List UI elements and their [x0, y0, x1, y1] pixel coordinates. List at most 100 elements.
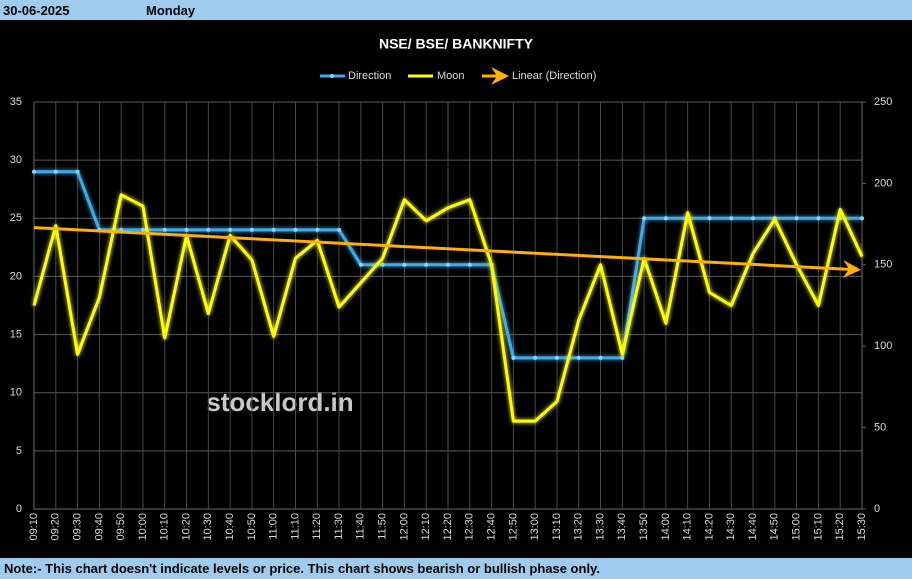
- y-tick-label: 25: [10, 212, 22, 224]
- x-tick-label: 15:30: [856, 513, 868, 541]
- series-line: [32, 193, 864, 423]
- point-marker: [75, 169, 80, 174]
- y-tick-label: 0: [16, 503, 22, 515]
- point-marker: [729, 216, 734, 221]
- x-tick-label: 10:10: [159, 513, 171, 541]
- point-marker: [511, 355, 516, 360]
- x-tick-label: 10:00: [137, 513, 149, 541]
- point-marker: [446, 262, 450, 267]
- x-tick-label: 11:50: [377, 513, 389, 540]
- x-tick-label: 10:20: [180, 513, 192, 541]
- note-bar: Note:- This chart doesn't indicate level…: [0, 558, 912, 579]
- x-tick-label: 11:40: [355, 513, 367, 540]
- x-tick-label: 09:30: [71, 513, 83, 541]
- x-tick-label: 13:20: [573, 513, 585, 541]
- x-tick-label: 10:40: [224, 513, 236, 541]
- point-marker: [249, 227, 254, 232]
- x-tick-label: 10:30: [202, 513, 214, 541]
- y2-tick-label: 200: [874, 177, 892, 189]
- point-marker: [53, 169, 58, 174]
- x-tick-label: 14:00: [660, 513, 672, 541]
- point-marker: [816, 216, 821, 221]
- x-tick-label: 12:30: [464, 513, 476, 541]
- x-tick-label: 10:50: [246, 513, 258, 541]
- x-tick-label: 11:10: [289, 513, 301, 540]
- x-tick-label: 12:20: [442, 513, 454, 541]
- chart: NSE/ BSE/ BANKNIFTY stocklord.in 0 5 10 15 2…: [10, 36, 893, 541]
- point-marker: [228, 227, 233, 232]
- x-tick-label: 11:20: [311, 513, 323, 540]
- point-marker: [337, 227, 342, 232]
- x-tick-label: 13:40: [616, 513, 628, 541]
- point-marker: [554, 355, 559, 360]
- x-tick-label: 14:40: [747, 513, 759, 541]
- point-marker: [206, 227, 211, 232]
- point-marker: [860, 216, 864, 221]
- legend-label: Direction: [348, 70, 391, 82]
- trend-line: [33, 226, 861, 278]
- y-tick-label: 10: [10, 387, 22, 399]
- x-tick-label: 14:30: [725, 513, 737, 541]
- x-tick-label: 09:20: [50, 513, 62, 541]
- y2-tick-label: 50: [874, 422, 886, 434]
- header-bar: 30-06-2025 Monday: [0, 0, 912, 20]
- point-marker: [380, 262, 385, 267]
- x-tick-label: 11:30: [333, 513, 345, 540]
- x-tick-label: 15:20: [834, 513, 846, 541]
- date: 30-06-2025: [3, 3, 70, 18]
- point-marker: [402, 262, 407, 267]
- point-marker: [794, 216, 799, 221]
- point-marker: [271, 227, 276, 232]
- point-marker: [598, 355, 603, 360]
- point-marker: [424, 262, 429, 267]
- point-marker: [293, 227, 298, 232]
- day: Monday: [146, 3, 196, 18]
- point-marker: [32, 169, 36, 174]
- point-marker: [533, 355, 538, 360]
- point-marker: [140, 227, 145, 232]
- point-marker: [162, 227, 167, 232]
- x-tick-label: 09:40: [93, 513, 105, 541]
- y-tick-label: 5: [16, 445, 22, 457]
- x-tick-label: 15:10: [812, 513, 824, 541]
- x-tick-label: 12:40: [485, 513, 497, 541]
- point-marker: [576, 355, 581, 360]
- point-marker: [642, 216, 647, 221]
- legend-label: Linear (Direction): [512, 70, 596, 82]
- x-tick-label: 12:10: [420, 513, 432, 541]
- x-tick-label: 15:00: [791, 513, 803, 541]
- y-tick-label: 30: [10, 154, 22, 166]
- watermark: stocklord.in: [206, 387, 353, 417]
- point-marker: [751, 216, 756, 221]
- chart-title: NSE/ BSE/ BANKNIFTY: [379, 36, 534, 52]
- x-tick-label: 13:00: [529, 513, 541, 541]
- point-marker: [315, 227, 320, 232]
- legend-swatch-dot: [330, 74, 334, 78]
- y-tick-label: 15: [10, 328, 22, 340]
- x-tick-label: 09:10: [28, 513, 40, 541]
- point-marker: [707, 216, 712, 221]
- y2-tick-label: 150: [874, 259, 892, 271]
- point-marker: [184, 227, 189, 232]
- point-marker: [467, 262, 472, 267]
- point-marker: [358, 262, 363, 267]
- x-tick-label: 14:20: [703, 513, 715, 541]
- x-tick-label: 14:10: [682, 513, 694, 541]
- point-marker: [620, 355, 625, 360]
- x-tick-label: 14:50: [769, 513, 781, 541]
- y-tick-label: 35: [10, 96, 22, 108]
- x-tick-label: 13:50: [638, 513, 650, 541]
- note: Note:- This chart doesn't indicate level…: [4, 561, 600, 576]
- point-marker: [663, 216, 668, 221]
- x-tick-label: 13:10: [551, 513, 563, 541]
- legend-label: Moon: [437, 70, 465, 82]
- x-tick-label: 12:00: [398, 513, 410, 541]
- y-tick-label: 20: [10, 270, 22, 282]
- y2-tick-label: 0: [874, 503, 880, 515]
- y2-tick-label: 250: [874, 96, 892, 108]
- y2-tick-label: 100: [874, 340, 892, 352]
- x-tick-label: 12:50: [507, 513, 519, 541]
- x-tick-label: 13:30: [594, 513, 606, 541]
- x-tick-label: 11:00: [268, 513, 280, 540]
